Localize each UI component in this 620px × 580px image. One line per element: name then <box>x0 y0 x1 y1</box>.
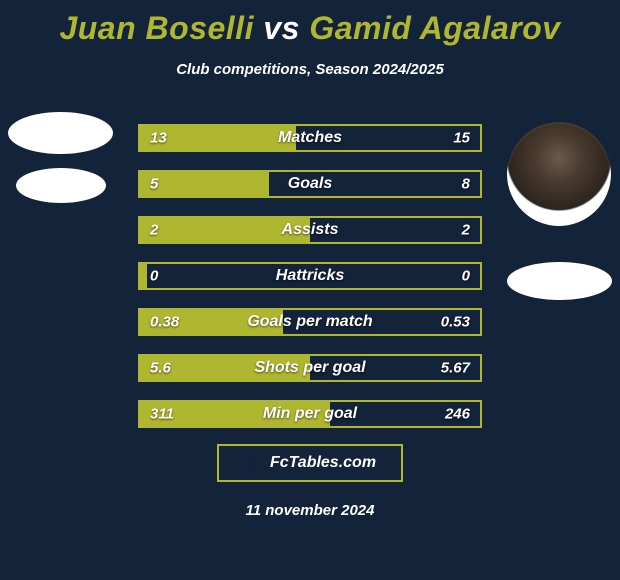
subtitle: Club competitions, Season 2024/2025 <box>0 61 620 78</box>
player2-avatar <box>507 122 611 226</box>
stat-row-min-per-goal: 311 Min per goal 246 <box>138 400 482 428</box>
player1-avatar-group <box>8 112 113 217</box>
stat-left-value: 13 <box>150 130 167 147</box>
stat-right-value: 246 <box>445 406 470 423</box>
stat-label: Matches <box>278 129 342 147</box>
stat-bars: 13 Matches 15 5 Goals 8 2 Assists 2 0 Hattricks 0 0.… <box>138 124 482 446</box>
stat-left-value: 0.38 <box>150 314 179 331</box>
player1-name: Juan Boselli <box>59 10 254 46</box>
stat-left-value: 5.6 <box>150 360 171 377</box>
player1-avatar-placeholder <box>8 112 113 154</box>
stat-right-value: 8 <box>462 176 470 193</box>
stat-right-value: 0 <box>462 268 470 285</box>
stat-row-goals-per-match: 0.38 Goals per match 0.53 <box>138 308 482 336</box>
stat-left-value: 2 <box>150 222 158 239</box>
stat-label: Goals per match <box>247 313 372 331</box>
stat-label: Assists <box>282 221 339 239</box>
stat-fill <box>140 264 147 288</box>
date-text: 11 november 2024 <box>246 502 375 519</box>
stat-row-hattricks: 0 Hattricks 0 <box>138 262 482 290</box>
stat-row-goals: 5 Goals 8 <box>138 170 482 198</box>
stat-left-value: 0 <box>150 268 158 285</box>
stat-label: Hattricks <box>276 267 344 285</box>
stat-label: Shots per goal <box>254 359 365 377</box>
vs-text: vs <box>263 10 300 46</box>
brand-box: FcTables.com <box>217 444 403 482</box>
stat-left-value: 311 <box>150 406 174 423</box>
stat-row-matches: 13 Matches 15 <box>138 124 482 152</box>
stat-row-shots-per-goal: 5.6 Shots per goal 5.67 <box>138 354 482 382</box>
stat-label: Min per goal <box>263 405 357 423</box>
stat-right-value: 5.67 <box>441 360 470 377</box>
player1-club-placeholder <box>16 168 106 203</box>
stat-left-value: 5 <box>150 176 158 193</box>
player2-club-placeholder <box>507 262 612 300</box>
stat-right-value: 2 <box>462 222 470 239</box>
brand-text: FcTables.com <box>270 454 376 472</box>
stat-row-assists: 2 Assists 2 <box>138 216 482 244</box>
player2-name: Gamid Agalarov <box>309 10 560 46</box>
stat-right-value: 15 <box>453 130 470 147</box>
stat-fill <box>140 172 269 196</box>
stat-right-value: 0.53 <box>441 314 470 331</box>
bar-chart-icon <box>244 451 264 476</box>
stat-label: Goals <box>288 175 332 193</box>
player2-avatar-group <box>507 122 612 314</box>
comparison-title: Juan Boselli vs Gamid Agalarov <box>0 0 620 47</box>
